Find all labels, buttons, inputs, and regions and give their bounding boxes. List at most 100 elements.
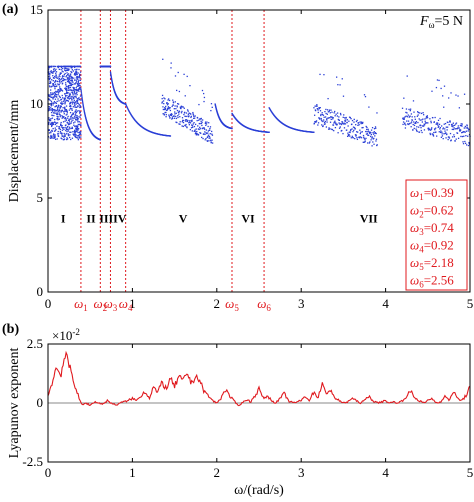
data-point xyxy=(78,74,81,77)
data-point xyxy=(333,129,335,132)
data-point xyxy=(347,134,350,136)
data-point xyxy=(336,123,338,125)
data-point xyxy=(65,84,67,86)
data-point xyxy=(193,122,195,124)
data-point xyxy=(75,106,77,108)
data-point xyxy=(452,124,454,127)
data-point xyxy=(410,126,412,128)
data-point xyxy=(75,88,77,91)
data-point xyxy=(80,92,83,94)
data-point xyxy=(70,115,73,117)
data-point xyxy=(432,135,435,137)
data-point xyxy=(205,137,207,140)
data-point xyxy=(175,108,177,110)
data-point xyxy=(63,136,65,138)
data-point xyxy=(331,129,334,131)
data-point xyxy=(207,130,209,132)
data-point xyxy=(448,136,450,138)
data-point xyxy=(48,129,50,132)
data-point xyxy=(446,126,449,128)
data-point xyxy=(334,120,336,122)
data-point xyxy=(59,87,61,90)
data-point xyxy=(463,127,465,129)
data-point xyxy=(426,117,429,119)
data-point xyxy=(163,108,166,111)
data-point xyxy=(77,139,80,141)
data-point xyxy=(52,93,54,95)
data-point xyxy=(56,80,58,83)
omega-legend-box xyxy=(405,179,468,291)
data-point xyxy=(66,68,68,70)
data-point xyxy=(60,106,62,108)
data-point xyxy=(75,128,78,130)
data-point xyxy=(55,129,57,131)
data-point xyxy=(317,111,319,114)
data-point xyxy=(67,95,70,98)
data-point xyxy=(69,101,72,104)
data-point xyxy=(69,74,71,76)
data-point xyxy=(51,109,53,112)
data-point xyxy=(79,65,81,68)
data-point xyxy=(72,133,74,135)
data-point xyxy=(111,78,113,80)
data-point xyxy=(175,112,177,114)
data-point xyxy=(461,131,463,134)
data-point xyxy=(73,73,76,75)
data-point xyxy=(451,125,453,127)
data-point xyxy=(48,67,50,69)
data-point xyxy=(207,125,209,128)
data-point xyxy=(66,99,69,102)
data-point xyxy=(358,124,360,126)
data-point xyxy=(79,132,81,135)
data-point xyxy=(81,97,83,99)
data-point xyxy=(169,135,172,137)
data-point xyxy=(190,113,192,115)
data-point xyxy=(78,75,81,78)
data-point xyxy=(164,98,166,100)
data-point xyxy=(65,119,68,121)
data-point xyxy=(164,107,166,109)
data-point xyxy=(65,67,67,69)
data-point xyxy=(349,130,352,132)
data-point xyxy=(82,105,85,108)
data-point xyxy=(69,104,72,107)
data-point xyxy=(161,94,164,97)
data-point xyxy=(176,121,178,124)
data-point xyxy=(346,121,348,124)
data-point xyxy=(455,123,457,125)
data-point xyxy=(66,130,68,133)
data-point xyxy=(51,79,53,81)
data-point xyxy=(70,131,72,133)
data-point xyxy=(83,109,85,111)
data-point xyxy=(71,137,74,139)
data-point xyxy=(193,125,196,128)
data-point xyxy=(48,109,50,111)
data-point xyxy=(65,124,67,126)
data-point xyxy=(77,72,79,74)
data-point xyxy=(49,119,52,122)
data-point xyxy=(361,127,363,129)
data-point xyxy=(71,108,73,110)
data-point xyxy=(63,138,66,140)
data-point xyxy=(56,112,58,114)
data-point xyxy=(187,113,190,115)
data-point xyxy=(375,138,378,140)
data-point xyxy=(75,111,78,113)
data-point xyxy=(54,88,56,90)
data-point xyxy=(59,86,61,88)
data-point xyxy=(439,117,441,120)
data-point xyxy=(75,79,78,81)
data-point xyxy=(56,106,59,109)
data-point xyxy=(79,86,81,89)
data-point xyxy=(336,115,339,117)
data-point xyxy=(333,121,336,123)
data-point xyxy=(68,119,70,121)
data-point xyxy=(437,124,439,126)
data-point xyxy=(48,105,50,108)
data-point xyxy=(330,109,332,111)
data-point xyxy=(66,121,68,124)
data-point xyxy=(59,128,61,131)
data-point xyxy=(58,84,60,86)
data-point xyxy=(421,119,423,121)
omega-legend-entry: ω1=0.39 xyxy=(410,185,454,202)
